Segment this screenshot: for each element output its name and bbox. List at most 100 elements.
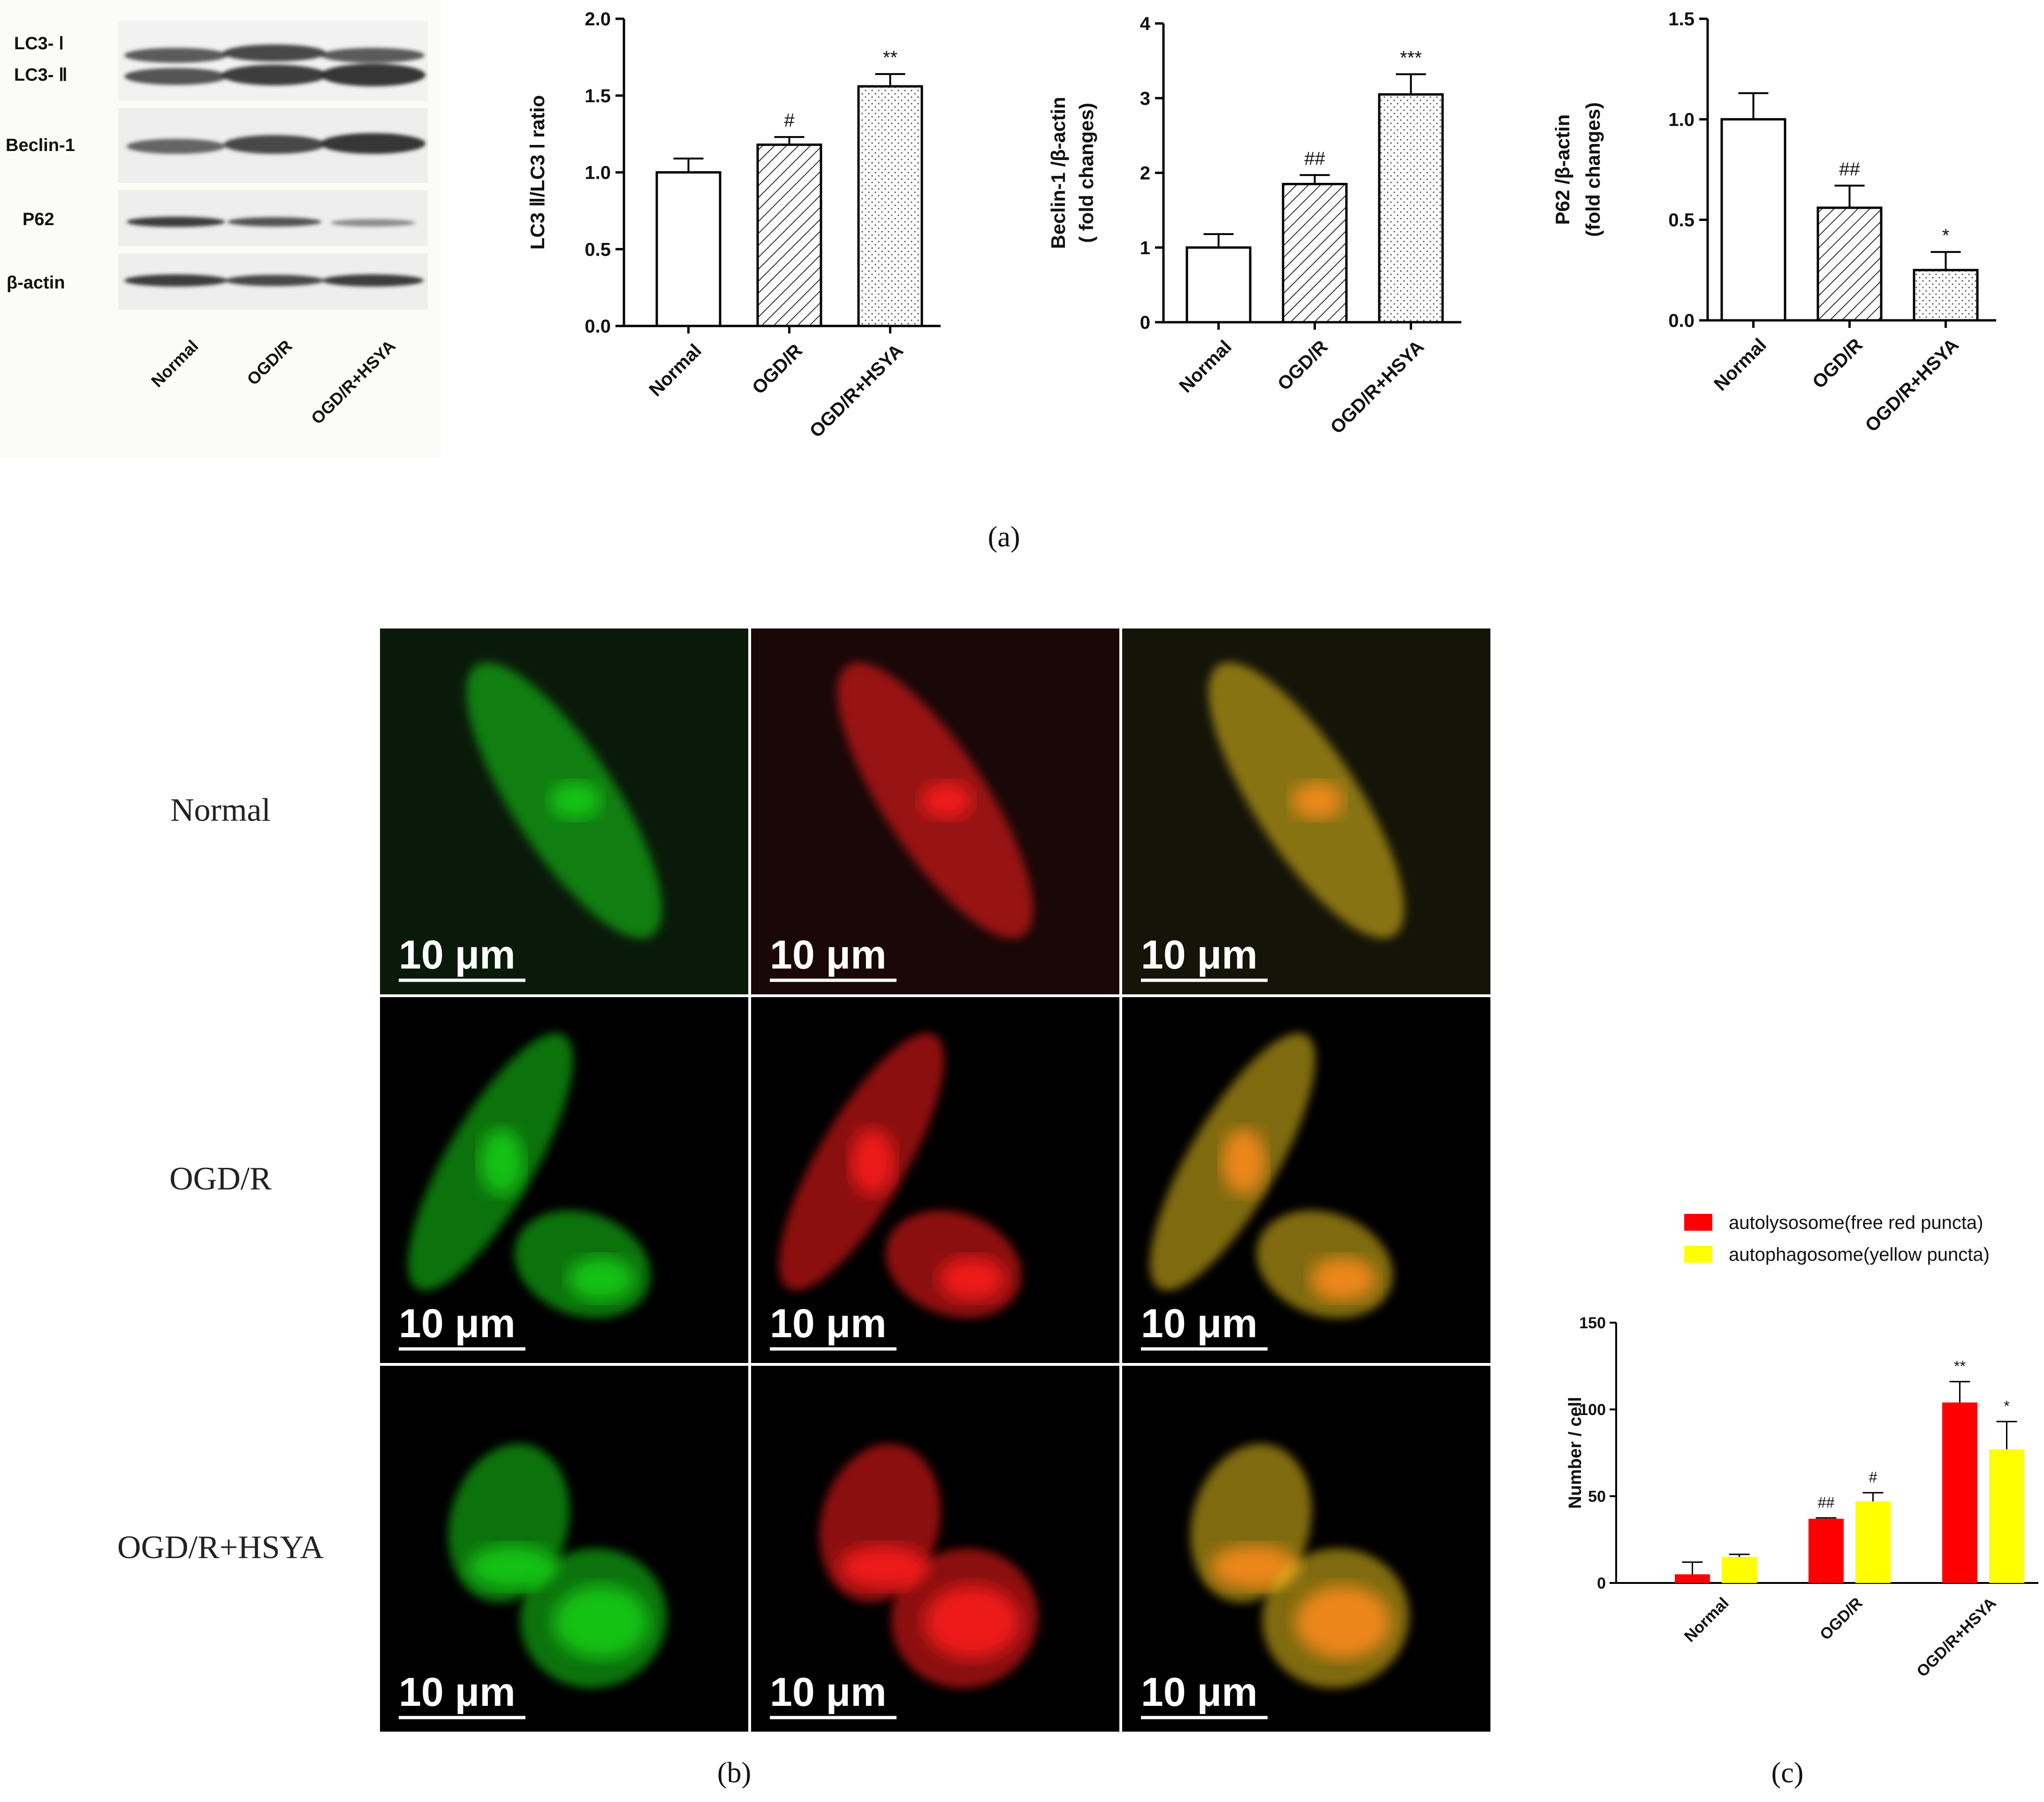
scale-bar-label: 10 μm bbox=[770, 1670, 887, 1715]
micrograph-merge: 10 μm bbox=[1122, 628, 1490, 994]
bar bbox=[1282, 182, 1348, 324]
bar bbox=[756, 144, 822, 327]
bar bbox=[1942, 1402, 1977, 1583]
x-tick-label: Normal bbox=[1175, 336, 1236, 397]
blot-label-actin: β-actin bbox=[7, 273, 65, 293]
row-label: Normal bbox=[170, 792, 271, 828]
y-tick-label: 50 bbox=[1588, 1488, 1606, 1506]
band-lc3ii-normal bbox=[124, 68, 228, 85]
panel-label-a: (a) bbox=[988, 521, 1020, 553]
scale-bar-label: 10 μm bbox=[399, 932, 516, 977]
scale-bar-label: 10 μm bbox=[399, 1670, 516, 1715]
puncta-cluster bbox=[1221, 1128, 1266, 1195]
micrograph-merge: 10 μm bbox=[1122, 997, 1490, 1363]
band-beclin-ogdr bbox=[224, 135, 325, 154]
scale-bar-label: 10 μm bbox=[770, 932, 887, 977]
y-tick-label: 0 bbox=[1597, 1575, 1606, 1592]
puncta-cluster bbox=[924, 1585, 1020, 1658]
significance-label: * bbox=[2004, 1398, 2009, 1415]
y-tick-label: 0 bbox=[1140, 312, 1150, 333]
band-p62-normal bbox=[127, 217, 225, 227]
x-tick-label: OGD/R+HSYA bbox=[806, 340, 907, 441]
significance-label: ## bbox=[1839, 159, 1860, 180]
bar bbox=[1720, 118, 1786, 322]
x-tick-label: OGD/R+HSYA bbox=[1913, 1594, 1999, 1681]
band-lc3i-hsya bbox=[321, 48, 425, 63]
band-lc3i-ogdr bbox=[223, 45, 326, 61]
puncta-cluster bbox=[479, 1128, 524, 1195]
micrograph-merge: 10 μm bbox=[1122, 1366, 1490, 1732]
y-tick-label: 1.5 bbox=[1668, 9, 1694, 30]
x-tick-label: OGD/R+HSYA bbox=[1862, 334, 1963, 436]
band-actin-ogdr bbox=[225, 275, 324, 286]
band-lc3ii-ogdr bbox=[222, 65, 327, 85]
chart-puncta-count: autolysosome(free red puncta) autophagoso… bbox=[1565, 1212, 2038, 1681]
y-axis-label: Number / cell bbox=[1565, 1397, 1585, 1509]
puncta-cluster bbox=[920, 782, 972, 819]
puncta-cluster bbox=[1292, 782, 1343, 819]
significance-label: # bbox=[784, 110, 795, 131]
y-tick-label: 1.0 bbox=[1668, 109, 1694, 130]
significance-label: # bbox=[1869, 1469, 1877, 1486]
row-label: OGD/R bbox=[169, 1161, 272, 1197]
x-tick-label: Normal bbox=[1710, 334, 1770, 395]
band-p62-hsya bbox=[331, 219, 415, 227]
x-tick-label: Normal bbox=[1681, 1594, 1732, 1646]
legend-label: autolysosome(free red puncta) bbox=[1729, 1212, 1983, 1233]
panel-label-b: (b) bbox=[717, 1757, 751, 1789]
y-tick-label: 1.5 bbox=[585, 86, 611, 106]
puncta-cluster bbox=[1210, 1545, 1299, 1589]
blot-label-p62: P62 bbox=[23, 210, 54, 229]
y-tick-label: 2 bbox=[1140, 163, 1150, 184]
micrograph-green: 10 μm bbox=[380, 997, 748, 1363]
significance-label: ** bbox=[1954, 1358, 1966, 1375]
y-tick-label: 150 bbox=[1579, 1314, 1606, 1332]
micrograph-red: 10 μm bbox=[751, 1366, 1119, 1732]
micrograph-red: 10 μm bbox=[751, 628, 1119, 994]
bar bbox=[1185, 246, 1252, 324]
panel-label-c: (c) bbox=[1771, 1757, 1804, 1789]
micrograph-red: 10 μm bbox=[751, 997, 1119, 1363]
bar bbox=[1675, 1574, 1710, 1583]
scale-bar-label: 10 μm bbox=[770, 1301, 887, 1346]
x-tick-label: OGD/R bbox=[1274, 336, 1332, 394]
significance-label: * bbox=[1942, 225, 1950, 246]
y-axis-label-2: ( fold changes) bbox=[1075, 103, 1097, 243]
significance-label: *** bbox=[1400, 47, 1422, 68]
y-tick-label: 0.0 bbox=[585, 316, 611, 337]
bar bbox=[1722, 1557, 1757, 1583]
bar bbox=[1816, 206, 1883, 322]
bar bbox=[1808, 1519, 1844, 1583]
chart-beclin: 0 1 2 3 4 Beclin-1 /β-actin ( fold changes) Nor… bbox=[1047, 14, 1461, 438]
legend-label: autophagosome(yellow puncta) bbox=[1729, 1244, 1990, 1265]
band-lc3ii-hsya bbox=[320, 64, 426, 86]
blot-label-lc3i: LC3- Ⅰ bbox=[14, 34, 64, 53]
puncta-cluster bbox=[568, 1257, 634, 1301]
western-blot: LC3- Ⅰ LC3- Ⅱ Beclin-1 P62 β-actin Norma… bbox=[0, 0, 441, 457]
puncta-cluster bbox=[468, 1545, 557, 1589]
bar bbox=[655, 171, 722, 327]
legend-swatch bbox=[1684, 1246, 1712, 1263]
scale-bar-label: 10 μm bbox=[1141, 1301, 1258, 1346]
puncta-cluster bbox=[839, 1545, 928, 1589]
y-tick-label: 1.0 bbox=[585, 163, 611, 183]
band-p62-ogdr bbox=[228, 217, 321, 227]
y-axis-label: P62 /β-actin bbox=[1551, 114, 1573, 225]
band-actin-hsya bbox=[322, 274, 424, 287]
y-tick-label: 4 bbox=[1140, 14, 1151, 34]
x-tick-label: Normal bbox=[645, 340, 706, 401]
chart-lc3-ratio: 0.0 0.5 1.0 1.5 2.0 LC3 Ⅱ/LC3 Ⅰ ratio Normal # O… bbox=[526, 9, 941, 442]
bar bbox=[1855, 1501, 1891, 1583]
puncta-cluster bbox=[939, 1257, 1005, 1301]
legend-swatch bbox=[1684, 1214, 1712, 1231]
blot-label-beclin: Beclin-1 bbox=[6, 136, 75, 155]
significance-label: ## bbox=[1304, 148, 1325, 169]
y-tick-label: 0.5 bbox=[1668, 210, 1694, 231]
puncta-cluster bbox=[553, 1585, 649, 1658]
puncta-cluster bbox=[850, 1128, 895, 1195]
x-tick-label: OGD/R bbox=[1816, 1594, 1866, 1644]
band-lc3i-normal bbox=[124, 48, 228, 63]
scale-bar-label: 10 μm bbox=[1141, 1670, 1258, 1715]
y-axis-label: Beclin-1 /β-actin bbox=[1047, 97, 1069, 249]
